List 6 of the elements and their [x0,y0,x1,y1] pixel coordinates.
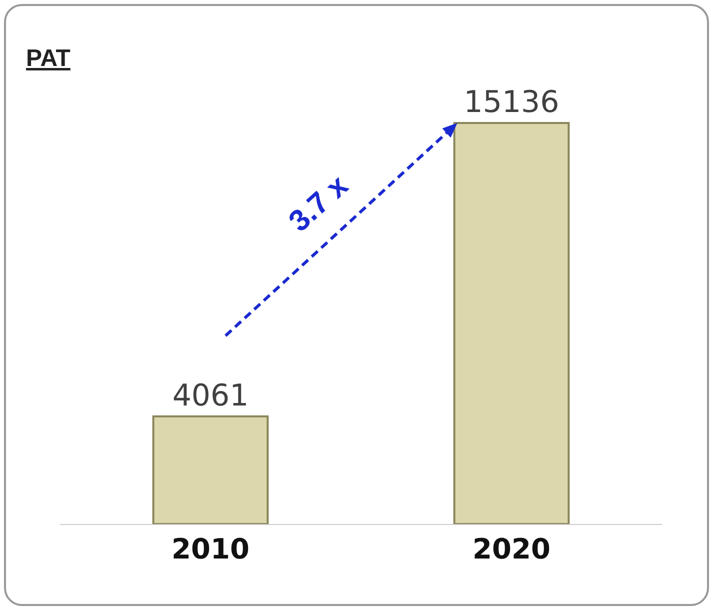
annotation: 3.7 x [282,168,355,238]
x-tick-label: 2010 [172,532,250,566]
chart-title: PAT [26,45,71,72]
data-label: 15136 [464,85,560,120]
x-tick-label: 2020 [472,532,550,566]
data-label: 4061 [172,378,249,414]
